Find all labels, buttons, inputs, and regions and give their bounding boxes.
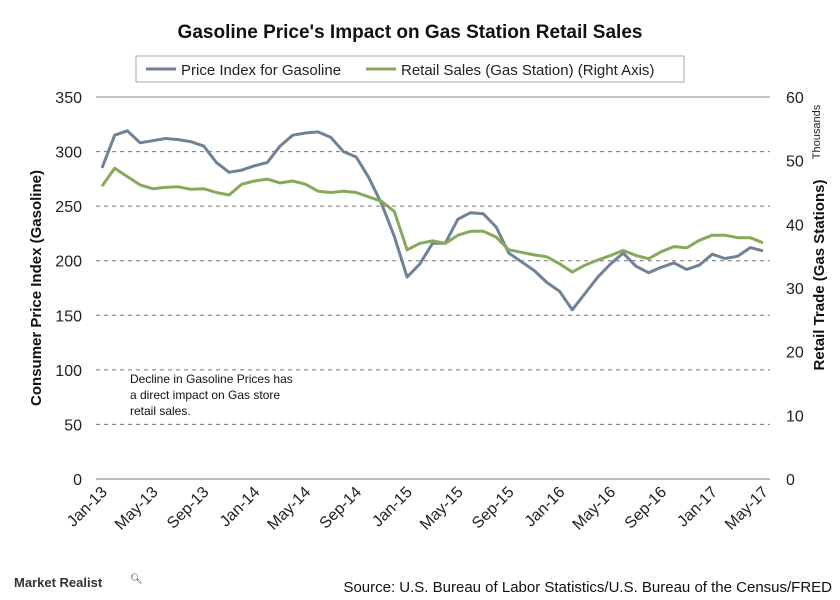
source-note: Source: U.S. Bureau of Labor Statistics/… [343,579,832,596]
y-tick-label: 200 [55,254,82,271]
x-tick-label: May-13 [112,484,162,534]
y-tick-label: 150 [55,308,82,325]
series-line-retail-sales [100,166,764,274]
y-tick-label: 0 [73,472,82,489]
x-tick-label: Jan-15 [369,484,416,531]
x-tick-label: Jan-16 [522,484,569,531]
chart-title: Gasoline Price's Impact on Gas Station R… [178,22,643,43]
brand-magnifier-icon: 🔍︎ [130,573,143,585]
y2-tick-label: 10 [786,408,804,425]
legend-label-gasoline: Price Index for Gasoline [181,62,341,79]
y2-tick-label: 30 [786,281,804,298]
y2-tick-label: 50 [786,154,804,171]
x-tick-label: May-14 [264,484,314,534]
series-line-gasoline-price-index [100,129,764,312]
x-tick-label: May-17 [722,484,772,534]
annotation: Decline in Gasoline Prices has a direct … [130,372,293,418]
x-tick-label: Sep-13 [164,484,213,533]
x-tick-label: Jan-17 [674,484,721,531]
y2-unit-label: Thousands [811,104,823,159]
annotation-text: Decline in Gasoline Prices has a direct … [130,372,293,418]
x-tick-label: Jan-14 [217,484,264,531]
y2-tick-label: 20 [786,345,804,362]
y-tick-label: 300 [55,145,82,162]
y-tick-label: 50 [64,417,82,434]
legend-label-retail: Retail Sales (Gas Station) (Right Axis) [401,62,654,79]
brand-logo: Market Realist [14,575,103,590]
y2-tick-label: 60 [786,90,804,107]
y-tick-label: 250 [55,199,82,216]
y2-tick-label: 0 [786,472,795,489]
legend: Price Index for Gasoline Retail Sales (G… [135,55,685,83]
y-tick-label: 350 [55,90,82,107]
x-tick-label: Sep-15 [469,484,518,533]
x-tick-label: Sep-16 [622,484,671,533]
y2-tick-label: 40 [786,217,804,234]
y-axis-label: Consumer Price Index (Gasoline) [28,170,45,406]
legend-box [135,55,685,83]
y2-axis-label: Retail Trade (Gas Stations) [811,180,828,371]
x-tick-label: May-16 [570,484,620,534]
x-tick-label: May-15 [417,484,467,534]
y-tick-label: 100 [55,363,82,380]
x-tick-label: Jan-13 [64,484,111,531]
x-tick-label: Sep-14 [317,484,366,533]
